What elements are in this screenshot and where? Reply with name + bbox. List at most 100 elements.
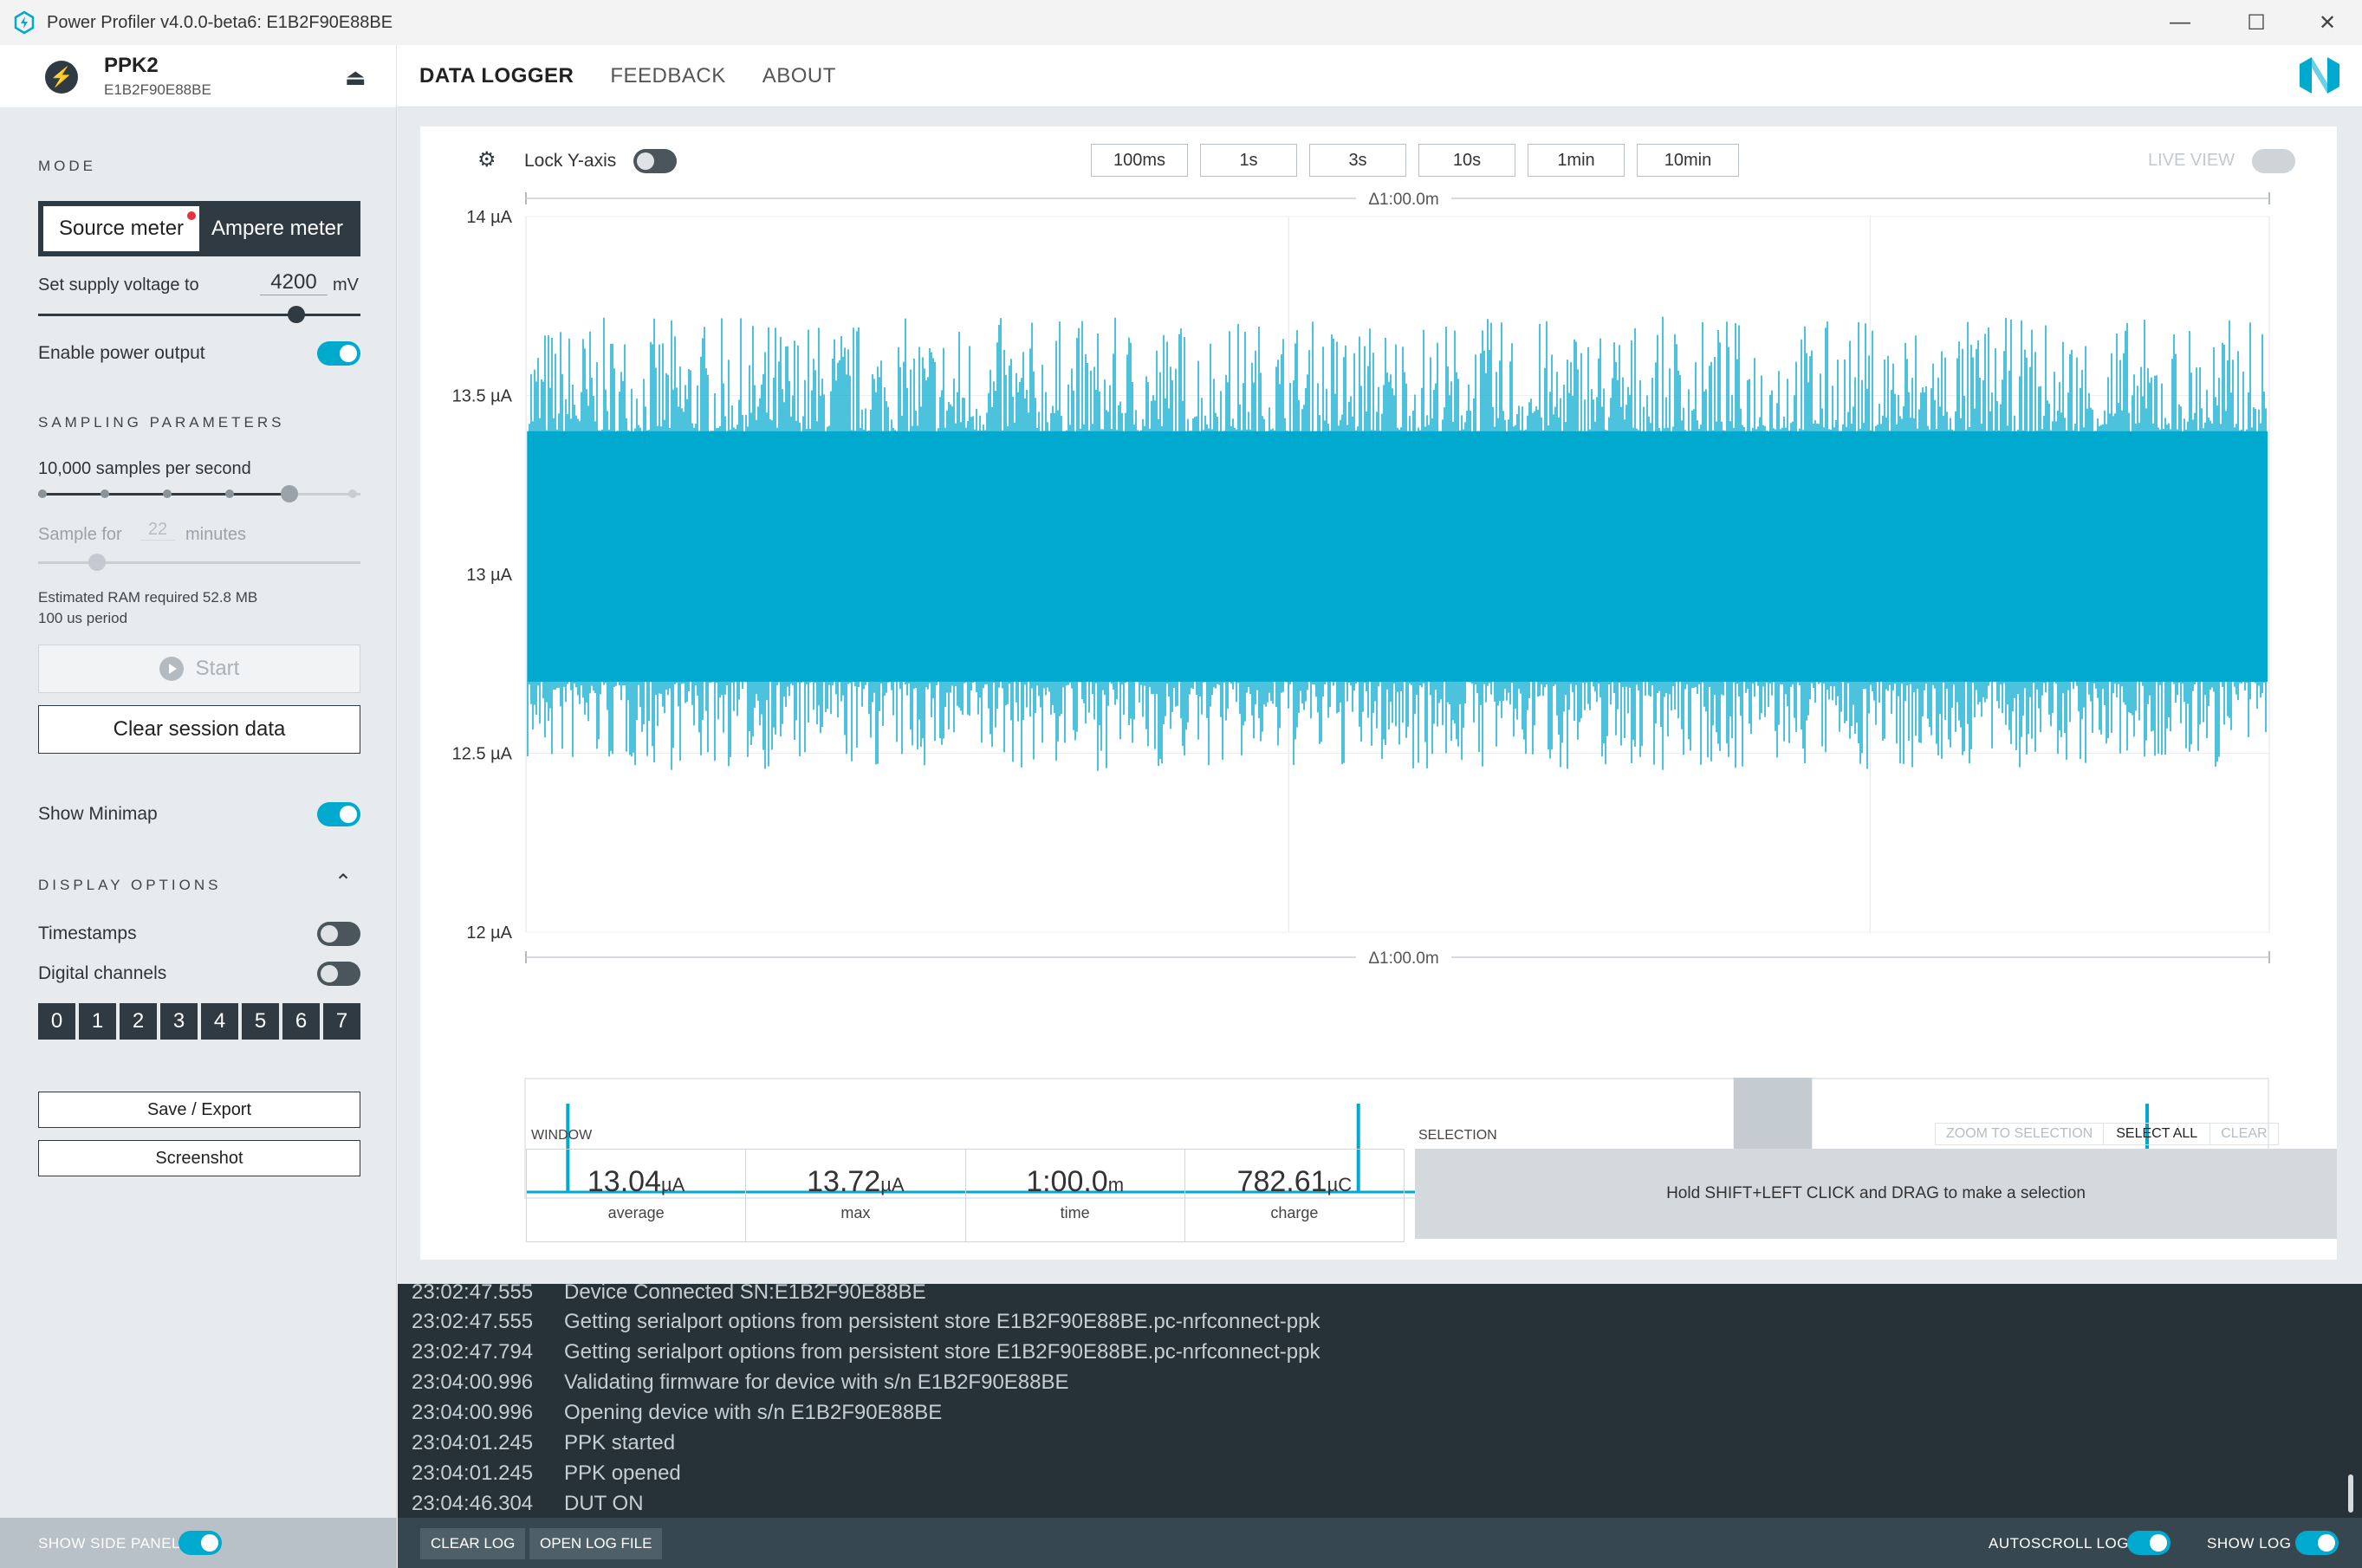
screenshot-button[interactable]: Screenshot (38, 1140, 360, 1176)
log-entry: 23:04:00.996 Validating firmware for devi… (412, 1370, 1069, 1395)
y-tick-label: 13 µA (466, 566, 512, 585)
sample-for-input[interactable]: 22 (140, 520, 175, 541)
select-all-button[interactable]: SELECT ALL (2104, 1124, 2211, 1144)
ampere-meter-option[interactable]: Ampere meter (199, 206, 355, 251)
digital-channels-toggle[interactable] (317, 962, 360, 986)
y-tick-label: 14 µA (466, 208, 512, 227)
mode-section-title: MODE (38, 158, 96, 174)
tab-about[interactable]: ABOUT (762, 64, 836, 87)
sample-for-unit: minutes (185, 525, 247, 544)
start-button[interactable]: Start (38, 645, 360, 693)
autoscroll-log-toggle[interactable] (2127, 1531, 2171, 1555)
stat-value: 1:00.0 (1026, 1165, 1108, 1198)
source-meter-option[interactable]: Source meter (43, 206, 199, 251)
chart-card: ⚙ Lock Y-axis 100ms 1s 3s 10s 1min 10min… (420, 126, 2337, 1260)
digital-channels-label: Digital channels (38, 963, 167, 983)
minimize-button[interactable]: — (2170, 10, 2190, 34)
log-timestamp: 23:02:47.555 (412, 1284, 534, 1304)
maximize-button[interactable]: ☐ (2247, 10, 2266, 35)
timestamps-toggle[interactable] (317, 922, 360, 946)
log-timestamp: 23:02:47.555 (412, 1310, 534, 1333)
clear-selection-button[interactable]: CLEAR (2221, 1126, 2268, 1141)
live-view-toggle[interactable] (2252, 149, 2295, 173)
clear-session-button[interactable]: Clear session data (38, 705, 360, 754)
series-noise (527, 316, 2267, 771)
supply-voltage-slider[interactable] (38, 314, 360, 316)
open-log-file-button[interactable]: OPEN LOG FILE (529, 1528, 663, 1559)
sample-rate-slider-knob[interactable] (281, 485, 298, 502)
sampling-section-title: SAMPLING PARAMETERS (38, 414, 285, 431)
channel-button[interactable]: 7 (323, 1003, 360, 1040)
clear-log-button[interactable]: CLEAR LOG (420, 1528, 526, 1559)
tab-data-logger[interactable]: DATA LOGGER (419, 64, 574, 87)
show-log-toggle[interactable] (2295, 1531, 2339, 1555)
stat-max: 13.72µA max (746, 1150, 966, 1241)
selection-hint: Hold SHIFT+LEFT CLICK and DRAG to make a… (1415, 1149, 2337, 1239)
channel-button[interactable]: 4 (201, 1003, 238, 1040)
close-button[interactable]: ✕ (2318, 10, 2337, 35)
sample-rate-tick (163, 489, 172, 498)
log-entry: 23:02:47.555 Getting serialport options f… (412, 1310, 1320, 1334)
range-button-3s[interactable]: 3s (1309, 144, 1406, 177)
supply-voltage-slider-knob[interactable] (287, 306, 305, 323)
log-timestamp: 23:04:00.996 (412, 1370, 534, 1394)
range-button-10s[interactable]: 10s (1418, 144, 1515, 177)
log-footer: CLEAR LOG OPEN LOG FILE AUTOSCROLL LOG S… (398, 1518, 2362, 1568)
sample-rate-tick (348, 489, 357, 498)
log-entry: 23:02:47.794 Getting serialport options f… (412, 1340, 1320, 1364)
ram-estimate: Estimated RAM required 52.8 MB (38, 589, 258, 606)
gear-icon[interactable]: ⚙ (477, 148, 496, 172)
eject-icon[interactable]: ⏏ (345, 64, 367, 90)
display-options-title: DISPLAY OPTIONS (38, 877, 222, 893)
range-button-10min[interactable]: 10min (1637, 144, 1739, 177)
supply-voltage-label: Set supply voltage to (38, 275, 199, 295)
show-side-panel-toggle[interactable] (178, 1531, 222, 1555)
log-timestamp: 23:04:00.996 (412, 1401, 534, 1424)
device-serial: E1B2F90E88BE (104, 81, 211, 98)
sample-rate-tick (101, 489, 109, 498)
live-view-label: LIVE VIEW (2148, 151, 2235, 170)
range-button-1min[interactable]: 1min (1528, 144, 1625, 177)
stat-unit: µC (1327, 1174, 1353, 1195)
window-span-label-top: Δ1:00.0m (1368, 191, 1438, 209)
selection-stats-title: SELECTION (1418, 1128, 1497, 1143)
supply-voltage-input[interactable]: 4200 (260, 270, 328, 295)
show-minimap-toggle[interactable] (317, 802, 360, 826)
stat-charge: 782.61µC charge (1185, 1150, 1404, 1241)
zoom-to-selection-button[interactable]: ZOOM TO SELECTION (1936, 1124, 2105, 1144)
log-scrollbar[interactable] (2348, 1474, 2353, 1513)
log-message: DUT ON (564, 1492, 644, 1515)
current-chart[interactable]: Δ1:00.0m 14 µA 13.5 µA 13 µA 12.5 µA 12 µA Δ… (420, 178, 2337, 1010)
channel-button[interactable]: 3 (160, 1003, 198, 1040)
sample-for-slider[interactable] (38, 561, 360, 564)
show-side-panel-label: SHOW SIDE PANEL (38, 1535, 180, 1552)
title-bar: Power Profiler v4.0.0-beta6: E1B2F90E88B… (0, 0, 2362, 45)
log-entry: 23:04:00.996 Opening device with s/n E1B2… (412, 1401, 942, 1425)
log-message: Getting serialport options from persiste… (564, 1340, 1321, 1364)
log-message: PPK started (564, 1431, 676, 1455)
channel-button[interactable]: 0 (38, 1003, 75, 1040)
sample-for-slider-knob[interactable] (88, 554, 106, 571)
window-span-label-bottom: Δ1:00.0m (1368, 949, 1438, 968)
channel-button[interactable]: 2 (120, 1003, 157, 1040)
lock-y-axis-toggle[interactable] (633, 149, 677, 173)
enable-power-toggle[interactable] (317, 341, 360, 366)
save-export-button[interactable]: Save / Export (38, 1092, 360, 1128)
chevron-up-icon[interactable]: ⌃ (334, 871, 353, 894)
stat-time: 1:00.0m time (966, 1150, 1185, 1241)
log-panel[interactable]: 23:02:47.555 Device Connected SN:E1B2F90E… (398, 1284, 2362, 1518)
current-series (527, 316, 2268, 771)
device-selector[interactable]: ⚡ PPK2 E1B2F90E88BE ⏏ (0, 45, 397, 107)
window-stats: 13.04µA average 13.72µA max 1:00.0m time… (526, 1149, 1405, 1242)
channel-button[interactable]: 6 (282, 1003, 320, 1040)
range-button-100ms[interactable]: 100ms (1091, 144, 1188, 177)
stat-label: charge (1270, 1204, 1319, 1221)
channel-button[interactable]: 5 (242, 1003, 279, 1040)
channel-button[interactable]: 1 (79, 1003, 116, 1040)
main-nav: DATA LOGGER FEEDBACK ABOUT (419, 45, 836, 107)
y-tick-label: 12.5 µA (452, 745, 513, 764)
log-timestamp: 23:04:01.245 (412, 1461, 534, 1485)
range-button-1s[interactable]: 1s (1200, 144, 1297, 177)
tab-feedback[interactable]: FEEDBACK (610, 64, 726, 87)
nordic-logo-icon (2300, 57, 2339, 94)
